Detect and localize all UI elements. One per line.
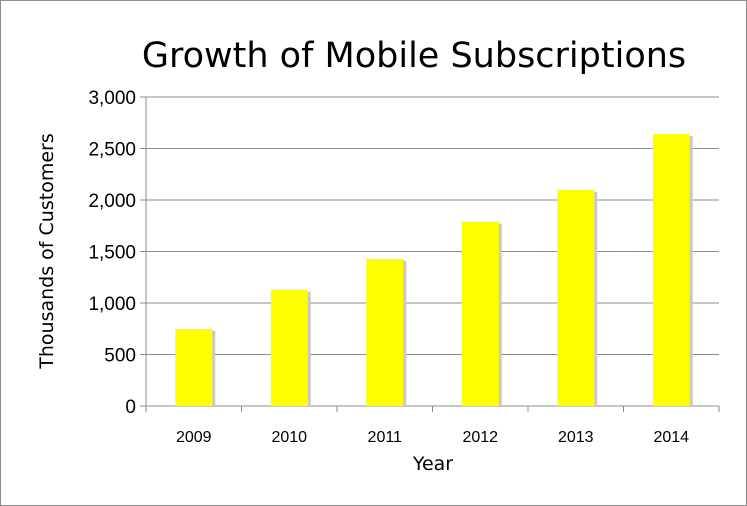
bar — [652, 134, 690, 406]
bar — [366, 258, 404, 406]
y-tick-label: 1,500 — [88, 243, 136, 264]
y-tick-label: 0 — [125, 397, 136, 418]
bar — [175, 328, 213, 406]
x-tick-label: 2011 — [368, 429, 403, 446]
y-tick-label: 1,000 — [88, 294, 136, 315]
y-tick-label: 3,000 — [88, 88, 136, 109]
x-axis-title: Year — [412, 453, 453, 475]
y-tick-label: 2,000 — [88, 191, 136, 212]
chart-title: Growth of Mobile Subscriptions — [142, 36, 686, 76]
x-tick-label: 2012 — [462, 429, 498, 446]
bar — [557, 189, 595, 406]
bars — [175, 134, 693, 406]
y-tick-label: 500 — [104, 346, 136, 367]
bar — [461, 221, 499, 406]
x-tick-label: 2009 — [176, 429, 212, 446]
gridlines — [140, 96, 720, 412]
x-tick-labels: 2009 2010 2011 2012 2013 2014 — [176, 429, 689, 446]
x-tick-label: 2014 — [653, 429, 689, 446]
y-tick-label: 2,500 — [88, 140, 136, 161]
y-tick-labels: 0 500 1,000 1,500 2,000 2,500 3,000 — [88, 88, 136, 418]
x-tick-label: 2010 — [271, 429, 307, 446]
bar — [270, 289, 308, 406]
y-axis-title: Thousands of Customers — [36, 133, 58, 369]
x-tick-label: 2013 — [558, 429, 594, 446]
